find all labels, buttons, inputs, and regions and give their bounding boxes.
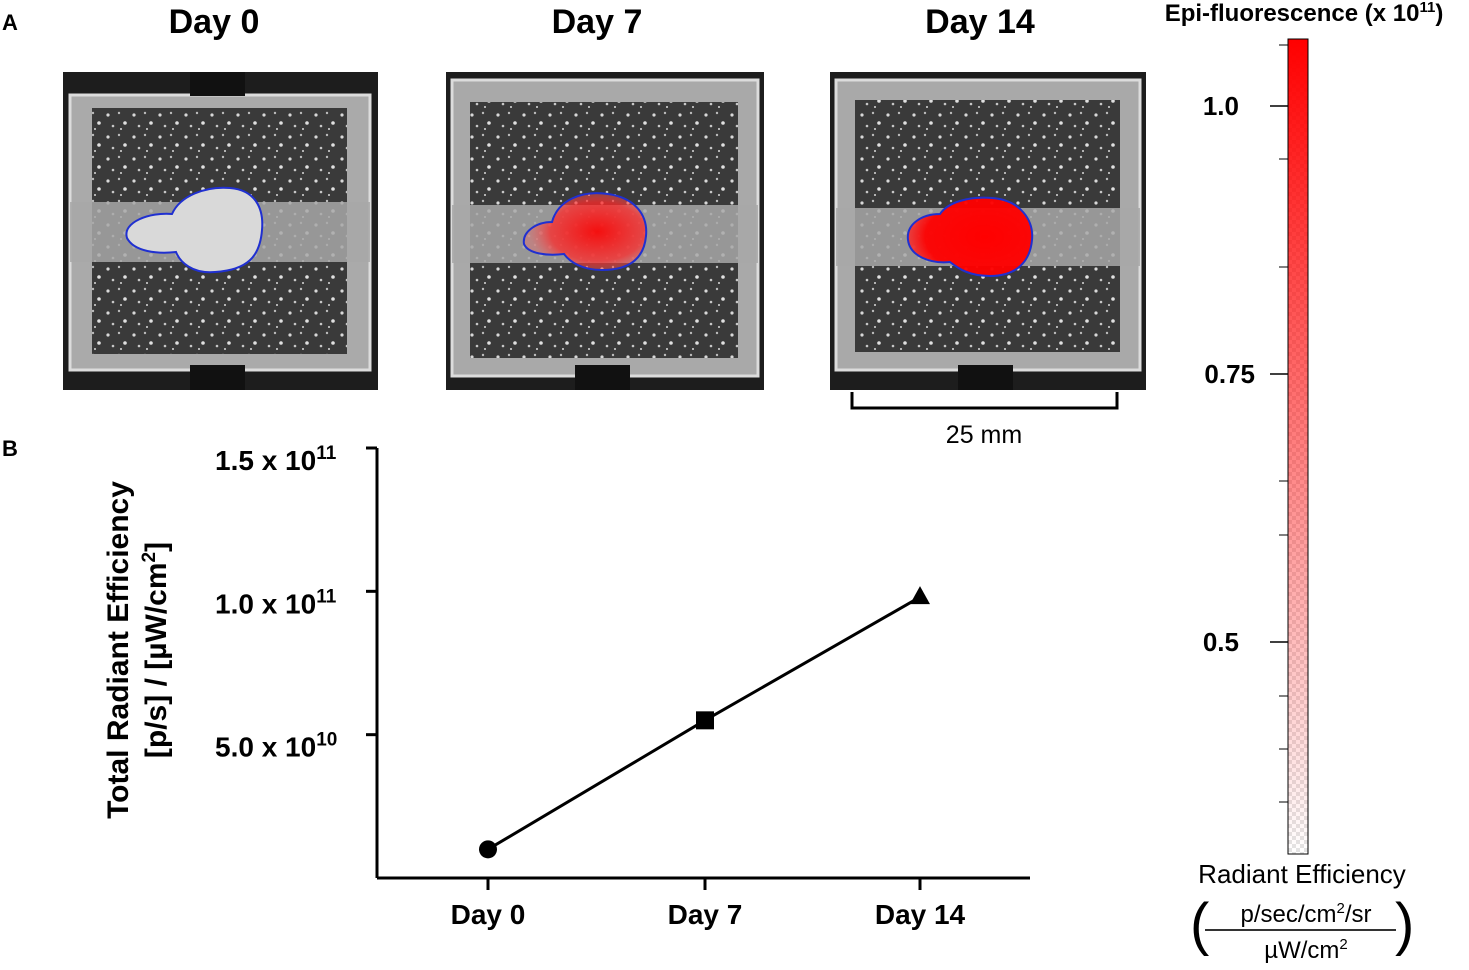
line-chart: 1.5 x 1011 1.0 x 1011 5.0 x 1010 Day 0 Day 7…: [215, 443, 1030, 930]
colorbar: Epi-fluorescence (x 1011) 1.0 0.75 0.5 R…: [1165, 0, 1444, 964]
x-tick-label: Day 14: [875, 899, 966, 930]
image-title-day-0: Day 0: [169, 3, 260, 41]
scale-bar: 25 mm: [850, 392, 1119, 449]
colorbar-minor-ticks: [1279, 44, 1288, 803]
device-image-day-7: Day 7: [446, 3, 764, 390]
colorbar-unit-title: Radiant Efficiency: [1198, 859, 1406, 889]
x-tick-label: Day 0: [451, 899, 526, 930]
device-image-day-0: Day 0: [63, 3, 378, 390]
colorbar-tick-label-0.75: 0.75: [1204, 359, 1255, 389]
data-point-square: [696, 711, 714, 730]
y-tick-label: 5.0 x 1010: [215, 730, 337, 763]
panel-a-label: A: [2, 10, 18, 35]
data-point-triangle: [910, 586, 930, 605]
scale-bar-label: 25 mm: [946, 421, 1022, 449]
y-axis-title-line-2: [p/s] / [µW/cm2]: [139, 542, 173, 758]
colorbar-tick-label-1.0: 1.0: [1203, 91, 1239, 121]
x-tick-label: Day 7: [668, 899, 743, 930]
image-title-day-7: Day 7: [552, 3, 643, 41]
colorbar-gradient: [1287, 38, 1309, 855]
colorbar-tick-label-0.5: 0.5: [1203, 627, 1239, 657]
colorbar-unit-numerator: p/sec/cm2/sr: [1240, 900, 1371, 928]
y-tick-label: 1.0 x 1011: [215, 586, 337, 619]
data-point-circle: [479, 840, 497, 859]
panel-b-label: B: [2, 436, 18, 461]
colorbar-unit-paren-left: (: [1190, 892, 1209, 957]
y-axis-title-line-1: Total Radiant Efficiency: [102, 481, 135, 819]
image-title-day-14: Day 14: [925, 3, 1035, 41]
colorbar-unit-denominator: µW/cm2: [1264, 936, 1347, 964]
y-axis-title: Total Radiant Efficiency [p/s] / [µW/cm2…: [102, 481, 173, 819]
device-image-day-14: Day 14: [830, 3, 1146, 390]
colorbar-title: Epi-fluorescence (x 1011): [1165, 0, 1444, 27]
y-tick-label: 1.5 x 1011: [215, 443, 337, 476]
colorbar-unit-paren-right: ): [1395, 892, 1414, 957]
